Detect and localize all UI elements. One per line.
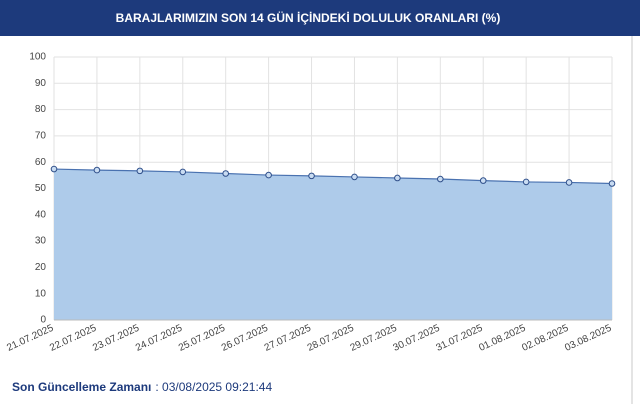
point	[394, 174, 401, 182]
point	[522, 178, 530, 186]
x-tick-label: 28.07.2025	[306, 323, 356, 354]
y-tick-label: 80	[35, 104, 47, 115]
point	[265, 171, 272, 179]
point	[222, 170, 229, 177]
point	[308, 172, 315, 180]
y-tick-label: 90	[35, 78, 47, 89]
point	[179, 168, 187, 176]
y-tick-label: 70	[35, 131, 47, 142]
y-tick-label: 60	[35, 157, 47, 168]
point	[93, 166, 101, 174]
y-tick-label: 100	[29, 52, 46, 63]
point	[351, 173, 358, 181]
footer-label: Son Güncelleme Zamanı	[12, 380, 151, 394]
x-tick-label: 24.07.2025	[134, 323, 184, 354]
x-tick-label: 26.07.2025	[220, 323, 270, 354]
point	[608, 180, 616, 187]
chart-title: BARAJLARIMIZIN SON 14 GÜN İÇİNDEKİ DOLUL…	[116, 10, 501, 25]
point	[136, 167, 144, 175]
y-tick-label: 0	[40, 315, 46, 326]
x-tick-label: 30.07.2025	[392, 323, 442, 354]
x-tick-label: 01.08.2025	[477, 323, 527, 354]
y-tick-label: 10	[35, 288, 47, 299]
line	[53, 168, 613, 185]
x-tick-label: 31.07.2025	[434, 323, 484, 354]
x-tick-label: 23.07.2025	[91, 323, 141, 354]
y-tick-label: 20	[35, 262, 47, 273]
footer: Son Güncelleme Zamanı : 03/08/2025 09:21:…	[12, 380, 272, 394]
x-tick-label: 29.07.2025	[349, 323, 399, 354]
x-tick-label: 02.08.2025	[520, 323, 570, 354]
point	[479, 177, 487, 184]
area	[54, 169, 612, 320]
x-tick-label: 27.07.2025	[263, 323, 313, 354]
y-tick-label: 50	[35, 183, 47, 194]
point	[50, 165, 58, 173]
y-tick-label: 40	[35, 209, 47, 220]
x-tick-label: 21.07.2025	[5, 323, 55, 354]
header-bar	[0, 0, 640, 36]
point	[437, 175, 444, 183]
x-tick-label: 22.07.2025	[48, 323, 98, 354]
point	[565, 179, 573, 186]
footer-value: : 03/08/2025 09:21:44	[155, 380, 272, 394]
x-tick-label: 03.08.2025	[563, 323, 613, 354]
x-tick-label: 25.07.2025	[177, 323, 227, 354]
y-tick-label: 30	[35, 236, 47, 247]
